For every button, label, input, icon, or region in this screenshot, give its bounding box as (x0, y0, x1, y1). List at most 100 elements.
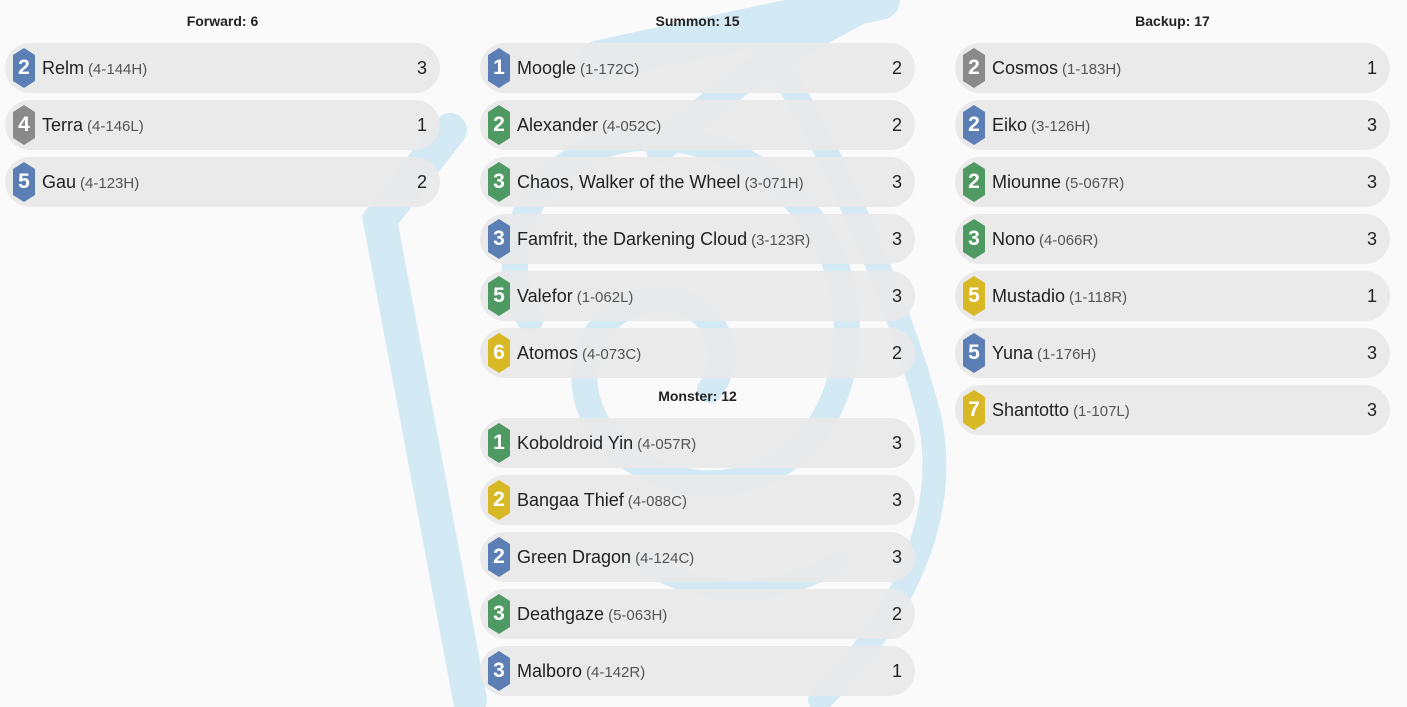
cost-number: 5 (18, 170, 30, 193)
card-text: Miounne (5-067R) (992, 157, 1124, 207)
cost-number: 3 (493, 602, 505, 625)
card-row[interactable]: 3 Nono (4-066R) 3 (955, 214, 1390, 264)
card-text: Green Dragon (4-124C) (517, 532, 694, 582)
card-row[interactable]: 6 Atomos (4-073C) 2 (480, 328, 915, 378)
card-name: Terra (42, 115, 84, 135)
crystal-shape (963, 333, 985, 373)
crystal-shape (488, 276, 510, 316)
crystal-shape (488, 594, 510, 634)
card-quantity: 2 (891, 343, 902, 363)
card-name: Yuna (992, 343, 1034, 363)
card-name: Chaos, Walker of the Wheel (517, 172, 741, 192)
cost-crystal-icon: 2 (488, 105, 510, 145)
card-row[interactable]: 3 Deathgaze (5-063H) 2 (480, 589, 915, 639)
card-name: Relm (42, 58, 85, 78)
card-row[interactable]: 2 Green Dragon (4-124C) 3 (480, 532, 915, 582)
crystal-shape (963, 276, 985, 316)
card-name: Bangaa Thief (517, 490, 624, 510)
crystal-shape (488, 333, 510, 373)
card-code: (5-063H) (608, 607, 668, 624)
card-text: Malboro (4-142R) (517, 646, 645, 696)
card-text: Koboldroid Yin (4-057R) (517, 418, 696, 468)
card-quantity: 2 (416, 172, 427, 192)
cost-crystal-icon: 6 (488, 333, 510, 373)
monster-section-title: Monster: 12 (658, 388, 737, 404)
card-code: (4-057R) (637, 436, 697, 453)
card-text: Moogle (1-172C) (517, 43, 639, 93)
card-text: Gau (4-123H) (42, 157, 139, 207)
card-row[interactable]: 1 Moogle (1-172C) 2 (480, 43, 915, 93)
card-code: (1-062L) (576, 289, 634, 306)
card-code: (5-067R) (1065, 175, 1125, 192)
card-row[interactable]: 1 Koboldroid Yin (4-057R) 3 (480, 418, 915, 468)
crystal-shape (963, 390, 985, 430)
cost-crystal-icon: 5 (488, 276, 510, 316)
card-row[interactable]: 2 Relm (4-144H) 3 (5, 43, 440, 93)
card-quantity: 2 (891, 58, 902, 78)
card-row[interactable]: 3 Famfrit, the Darkening Cloud (3-123R) 3 (480, 214, 915, 264)
card-name: Gau (42, 172, 77, 192)
cost-number: 5 (493, 284, 505, 307)
card-row[interactable]: 5 Yuna (1-176H) 3 (955, 328, 1390, 378)
cost-crystal-icon: 2 (963, 105, 985, 145)
forward-column: Forward: 6 2 Relm (4-144H) 3 4 Terra (4-146L) 1… (5, 12, 440, 214)
forward-section-title: Forward: 6 (186, 13, 259, 29)
monster-list: 1 Koboldroid Yin (4-057R) 3 2 Bangaa Thief (4-… (480, 418, 915, 696)
cost-crystal-icon: 7 (963, 390, 985, 430)
crystal-shape (488, 480, 510, 520)
cost-number: 4 (18, 113, 30, 136)
card-row[interactable]: 3 Malboro (4-142R) 1 (480, 646, 915, 696)
card-row[interactable]: 5 Gau (4-123H) 2 (5, 157, 440, 207)
card-quantity: 3 (1366, 115, 1377, 135)
card-code: (1-183H) (1062, 61, 1122, 78)
card-quantity: 3 (891, 229, 902, 249)
crystal-shape (488, 423, 510, 463)
card-row[interactable]: 3 Chaos, Walker of the Wheel (3-071H) 3 (480, 157, 915, 207)
card-quantity: 1 (1366, 286, 1377, 306)
summon-column: Summon: 15 1 Moogle (1-172C) 2 2 Alexander (4-… (480, 12, 915, 703)
card-name: Famfrit, the Darkening Cloud (517, 229, 748, 249)
card-row[interactable]: 4 Terra (4-146L) 1 (5, 100, 440, 150)
backup-column: Backup: 17 2 Cosmos (1-183H) 1 2 Eiko (3-126H)… (955, 12, 1390, 442)
cost-crystal-icon: 5 (13, 162, 35, 202)
backup-section-title: Backup: 17 (1135, 13, 1210, 29)
card-quantity: 2 (891, 604, 902, 624)
card-text: Shantotto (1-107L) (992, 385, 1130, 435)
card-quantity: 3 (891, 433, 902, 453)
card-row[interactable]: 5 Mustadio (1-118R) 1 (955, 271, 1390, 321)
card-text: Yuna (1-176H) (992, 328, 1096, 378)
card-name: Nono (992, 229, 1036, 249)
card-quantity: 2 (891, 115, 902, 135)
card-name: Cosmos (992, 58, 1059, 78)
card-quantity: 3 (891, 490, 902, 510)
card-code: (4-144H) (88, 61, 148, 78)
card-row[interactable]: 2 Bangaa Thief (4-088C) 3 (480, 475, 915, 525)
cost-crystal-icon: 2 (13, 48, 35, 88)
cost-number: 2 (968, 170, 980, 193)
card-code: (1-118R) (1069, 289, 1128, 306)
cost-crystal-icon: 3 (488, 219, 510, 259)
card-code: (4-052C) (602, 118, 662, 135)
cost-crystal-icon: 1 (488, 423, 510, 463)
card-row[interactable]: 7 Shantotto (1-107L) 3 (955, 385, 1390, 435)
crystal-shape (488, 105, 510, 145)
cost-crystal-icon: 4 (13, 105, 35, 145)
summon-section-title: Summon: 15 (655, 13, 740, 29)
card-code: (3-126H) (1031, 118, 1091, 135)
card-row[interactable]: 2 Eiko (3-126H) 3 (955, 100, 1390, 150)
card-name: Malboro (517, 661, 583, 681)
crystal-shape (963, 105, 985, 145)
cost-number: 3 (968, 227, 980, 250)
card-row[interactable]: 2 Cosmos (1-183H) 1 (955, 43, 1390, 93)
card-code: (1-176H) (1037, 346, 1097, 363)
card-name: Valefor (517, 286, 573, 306)
card-name: Green Dragon (517, 547, 632, 567)
card-quantity: 3 (1366, 229, 1377, 249)
card-code: (3-071H) (744, 175, 804, 192)
card-row[interactable]: 2 Miounne (5-067R) 3 (955, 157, 1390, 207)
card-text: Atomos (4-073C) (517, 328, 641, 378)
card-text: Deathgaze (5-063H) (517, 589, 667, 639)
card-quantity: 3 (891, 172, 902, 192)
card-row[interactable]: 5 Valefor (1-062L) 3 (480, 271, 915, 321)
card-row[interactable]: 2 Alexander (4-052C) 2 (480, 100, 915, 150)
